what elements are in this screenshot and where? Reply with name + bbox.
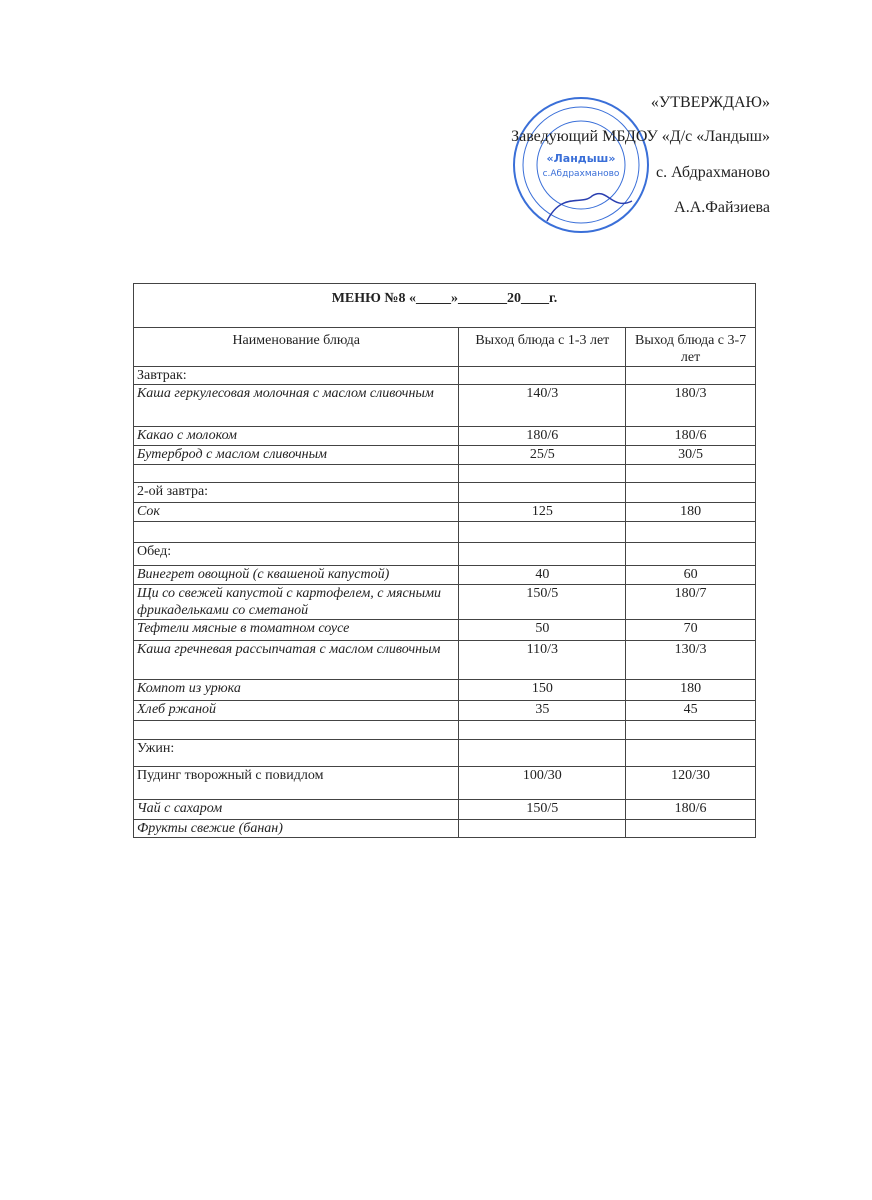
section-row: Завтрак: — [132, 366, 756, 385]
header-yield-1-3: Выход блюда с 1-3 лет — [458, 327, 627, 367]
yield-3-7: 180/6 — [625, 799, 756, 820]
dish-name: Обед: — [132, 542, 460, 566]
empty-row — [132, 521, 756, 543]
yield-1-3: 150 — [458, 679, 627, 701]
yield-1-3: 180/6 — [458, 426, 627, 446]
menu-table: МЕНЮ №8 «_____»_______20____г. Наименова… — [132, 283, 756, 838]
dish-name: Тефтели мясные в томатном соусе — [132, 619, 460, 641]
yield-3-7: 180/3 — [625, 384, 756, 427]
empty-row — [132, 720, 756, 740]
yield-3-7: 180/7 — [625, 584, 756, 620]
approval-title: «УТВЕРЖДАЮ» — [650, 94, 770, 111]
yield-3-7 — [625, 542, 756, 566]
table-row: Щи со свежей капустой с картофелем, с мя… — [132, 584, 756, 620]
yield-3-7 — [625, 482, 756, 503]
yield-3-7: 120/30 — [625, 766, 756, 800]
dish-name: Ужин: — [132, 739, 460, 767]
table-row: Хлеб ржаной 35 45 — [132, 700, 756, 721]
dish-name: Щи со свежей капустой с картофелем, с мя… — [132, 584, 460, 620]
stamp-center-text: «Ландыш» — [547, 152, 616, 165]
dish-name: Хлеб ржаной — [132, 700, 460, 721]
yield-1-3 — [458, 464, 627, 483]
dish-name — [132, 464, 460, 483]
yield-1-3: 150/5 — [458, 584, 627, 620]
yield-1-3: 125 — [458, 502, 627, 522]
yield-1-3 — [458, 819, 627, 838]
table-row: Каша геркулесовая молочная с маслом слив… — [132, 384, 756, 427]
yield-3-7: 180/6 — [625, 426, 756, 446]
dish-name: Компот из урюка — [132, 679, 460, 701]
yield-3-7 — [625, 739, 756, 767]
yield-1-3: 110/3 — [458, 640, 627, 680]
dish-name: 2-ой завтра: — [132, 482, 460, 503]
dish-name: Чай с сахаром — [132, 799, 460, 820]
yield-3-7 — [625, 366, 756, 385]
yield-3-7: 180 — [625, 502, 756, 522]
yield-3-7: 130/3 — [625, 640, 756, 680]
header-yield-3-7: Выход блюда с 3-7 лет — [625, 327, 756, 367]
table-row: Какао с молоком 180/6 180/6 — [132, 426, 756, 446]
dish-name: Фрукты свежие (банан) — [132, 819, 460, 838]
yield-3-7: 180 — [625, 679, 756, 701]
yield-1-3: 150/5 — [458, 799, 627, 820]
table-row: Бутерброд с маслом сливочным 25/5 30/5 — [132, 445, 756, 465]
yield-3-7: 70 — [625, 619, 756, 641]
dish-name: Винегрет овощной (с квашеной капустой) — [132, 565, 460, 585]
yield-1-3: 35 — [458, 700, 627, 721]
official-stamp: «Ландыш» с.Абдрахманово — [513, 97, 649, 233]
approval-village: с. Абдрахманово — [656, 164, 770, 181]
dish-name: Какао с молоком — [132, 426, 460, 446]
table-row: Пудинг творожный с повидлом 100/30 120/30 — [132, 766, 756, 800]
stamp-place: с.Абдрахманово — [543, 169, 620, 179]
dish-name: Пудинг творожный с повидлом — [132, 766, 460, 800]
table-row: Фрукты свежие (банан) — [132, 819, 756, 838]
dish-name: Завтрак: — [132, 366, 460, 385]
dish-name — [132, 720, 460, 740]
yield-1-3 — [458, 720, 627, 740]
table-row: Винегрет овощной (с квашеной капустой) 40… — [132, 565, 756, 585]
table-row: Тефтели мясные в томатном соусе 50 70 — [132, 619, 756, 641]
signature — [546, 193, 633, 222]
dish-name — [132, 521, 460, 543]
dish-name: Каша гречневая рассыпчатая с маслом слив… — [132, 640, 460, 680]
table-row: Сок 125 180 — [132, 502, 756, 522]
table-row: Каша гречневая рассыпчатая с маслом слив… — [132, 640, 756, 680]
approval-name: А.А.Файзиева — [674, 199, 770, 216]
yield-1-3 — [458, 521, 627, 543]
yield-3-7 — [625, 720, 756, 740]
dish-name: Каша геркулесовая молочная с маслом слив… — [132, 384, 460, 427]
table-row: Компот из урюка 150 180 — [132, 679, 756, 701]
yield-1-3 — [458, 482, 627, 503]
yield-3-7: 45 — [625, 700, 756, 721]
section-row: 2-ой завтра: — [132, 482, 756, 503]
yield-1-3: 140/3 — [458, 384, 627, 427]
yield-3-7: 30/5 — [625, 445, 756, 465]
section-row: Ужин: — [132, 739, 756, 767]
dish-name: Бутерброд с маслом сливочным — [132, 445, 460, 465]
yield-1-3: 100/30 — [458, 766, 627, 800]
section-row: Обед: — [132, 542, 756, 566]
yield-3-7 — [625, 521, 756, 543]
menu-title: МЕНЮ №8 «_____»_______20____г. — [133, 283, 756, 328]
approval-position: Заведующий МБДОУ «Д/с «Ландыш» — [511, 128, 770, 145]
yield-3-7: 60 — [625, 565, 756, 585]
yield-1-3 — [458, 366, 627, 385]
header-dish-name: Наименование блюда — [132, 327, 460, 367]
yield-1-3: 40 — [458, 565, 627, 585]
yield-1-3: 25/5 — [458, 445, 627, 465]
yield-3-7 — [625, 464, 756, 483]
yield-3-7 — [625, 819, 756, 838]
yield-1-3 — [458, 739, 627, 767]
yield-1-3 — [458, 542, 627, 566]
table-row: Чай с сахаром 150/5 180/6 — [132, 799, 756, 820]
dish-name: Сок — [132, 502, 460, 522]
empty-row — [132, 464, 756, 483]
yield-1-3: 50 — [458, 619, 627, 641]
